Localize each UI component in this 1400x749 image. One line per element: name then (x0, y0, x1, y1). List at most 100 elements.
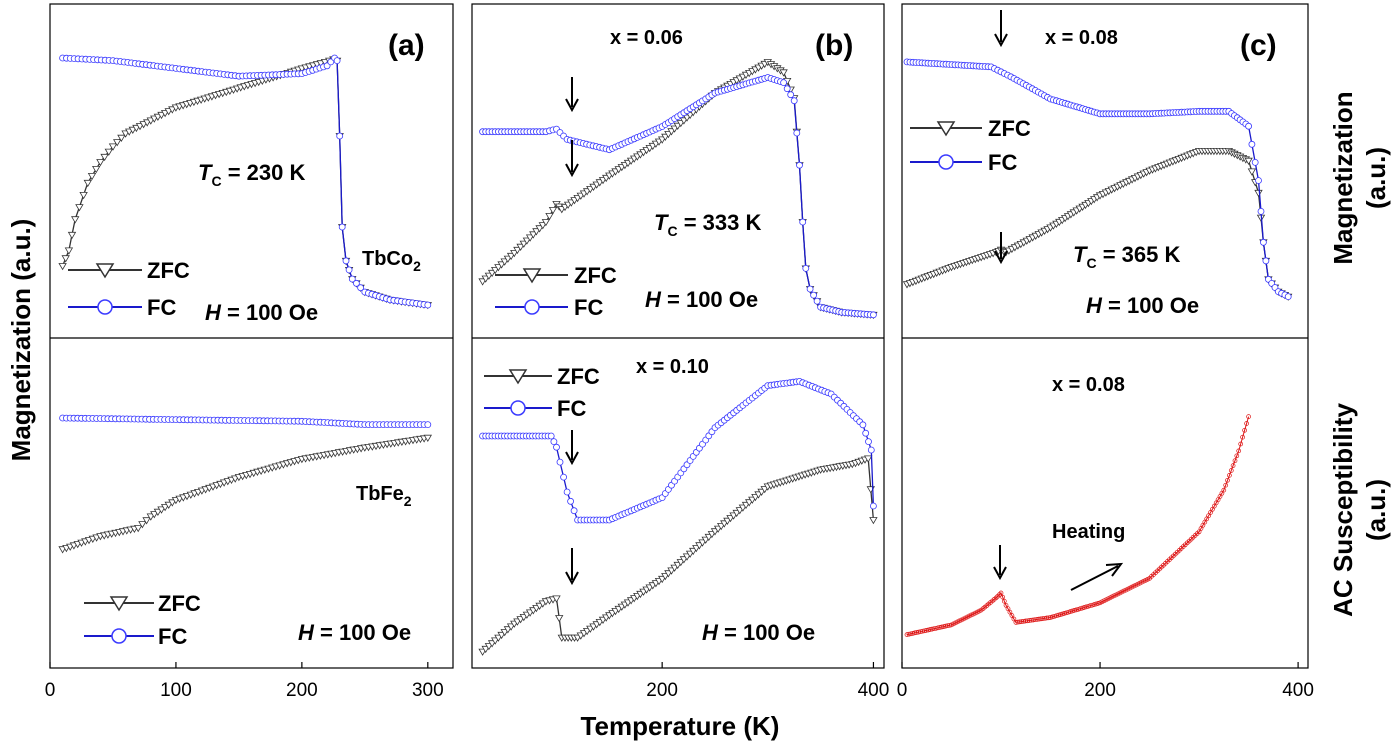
series-c_bottom-ac (904, 414, 1251, 637)
x-tick-label: 100 (160, 680, 192, 701)
legend-fc-marker-a-bottom (111, 628, 127, 644)
data-point (1225, 477, 1230, 483)
legend-fc-marker-c (938, 154, 954, 170)
data-point (1262, 257, 1270, 265)
heating-label: Heating (1052, 521, 1125, 543)
data-point (79, 192, 88, 200)
x-tick-label: 400 (1282, 680, 1314, 701)
field-label-b-bottom: H = 100 Oe (702, 620, 815, 645)
legend-fc-label-b: FC (574, 295, 603, 320)
data-point (1251, 158, 1259, 166)
field-label-a-bottom: H = 100 Oe (298, 620, 411, 645)
data-point (338, 223, 346, 231)
left-y-axis-title: Magnetization (a.u.) (6, 219, 36, 462)
data-point (1228, 468, 1234, 473)
data-point (510, 250, 519, 258)
data-point (867, 446, 875, 454)
data-point (516, 243, 525, 251)
data-point (348, 275, 356, 283)
legend-fc-label-a-bottom: FC (158, 624, 187, 649)
data-point (87, 173, 97, 181)
data-point (92, 166, 101, 174)
data-point (567, 497, 574, 505)
data-point (870, 502, 877, 510)
arrow-down-icon (565, 77, 579, 113)
data-point (796, 161, 803, 169)
data-point (58, 263, 67, 271)
legend-fc-marker-b-bottom (510, 400, 526, 416)
data-point (113, 139, 122, 147)
legend-zfc-label-b: ZFC (574, 263, 617, 288)
x-axis-title: Temperature (K) (581, 711, 780, 741)
data-point (1236, 448, 1242, 454)
data-point (550, 438, 558, 446)
data-point (481, 275, 490, 283)
x-tick-label: 300 (412, 680, 444, 701)
data-point (1242, 427, 1247, 433)
data-point (150, 511, 159, 519)
x-tick-label: 0 (45, 680, 56, 701)
legend-fc-marker-a (97, 299, 113, 315)
data-point (168, 499, 177, 507)
panel-label-c: (c) (1240, 29, 1277, 62)
data-point (529, 231, 538, 239)
data-point (547, 432, 555, 440)
data-point (1003, 602, 1009, 608)
legend-fc-marker-b (524, 299, 540, 315)
data-point (1244, 157, 1253, 165)
legend-zfc-marker-b (522, 268, 542, 284)
x-tick-label: 200 (646, 680, 678, 701)
data-point (1244, 421, 1249, 426)
data-point (545, 213, 554, 221)
data-point (525, 234, 535, 242)
data-point (865, 438, 872, 446)
data-point (1245, 122, 1252, 130)
legend-zfc-marker-a (95, 263, 115, 279)
series-line (906, 150, 1289, 298)
data-point (1255, 177, 1262, 184)
data-point (779, 69, 788, 77)
data-point (1000, 594, 1006, 600)
data-point (96, 159, 105, 167)
arrow-down-icon (565, 548, 579, 586)
data-point (64, 247, 74, 255)
data-point (104, 148, 113, 156)
data-point (157, 506, 166, 514)
arrow-down-icon (994, 232, 1008, 265)
data-point (541, 219, 551, 227)
data-point (164, 501, 173, 509)
data-point (1238, 441, 1244, 447)
data-point (357, 284, 365, 292)
data-point (1223, 482, 1229, 488)
data-point (532, 228, 541, 236)
data-point (1257, 207, 1265, 215)
legend-fc-label-b-bottom: FC (557, 396, 586, 421)
series-line (482, 380, 875, 521)
data-point (555, 615, 564, 623)
heating-arrow-icon (1070, 562, 1124, 591)
data-point (1284, 293, 1292, 301)
x-tick-label: 200 (286, 680, 318, 701)
data-point (790, 97, 798, 105)
series-layer (58, 54, 1293, 656)
data-point (1230, 463, 1236, 468)
data-point (1248, 140, 1256, 148)
column-c-frame (901, 3, 1309, 669)
data-point (320, 59, 330, 67)
x-tick-label: 400 (858, 680, 890, 701)
arrow-down-icon (994, 10, 1008, 48)
compound-tbco2: TbCo2 (362, 248, 421, 274)
data-point (806, 285, 814, 293)
data-point (424, 421, 432, 429)
data-point (1095, 601, 1101, 606)
data-point (548, 207, 558, 215)
data-point (423, 434, 432, 442)
legend-fc-label-a: FC (147, 295, 176, 320)
arrow-down-icon (565, 140, 579, 178)
data-point (75, 204, 84, 212)
data-point (146, 513, 155, 521)
data-point (506, 252, 516, 261)
composition-c-top: x = 0.08 (1045, 27, 1118, 49)
data-point (1254, 189, 1263, 198)
